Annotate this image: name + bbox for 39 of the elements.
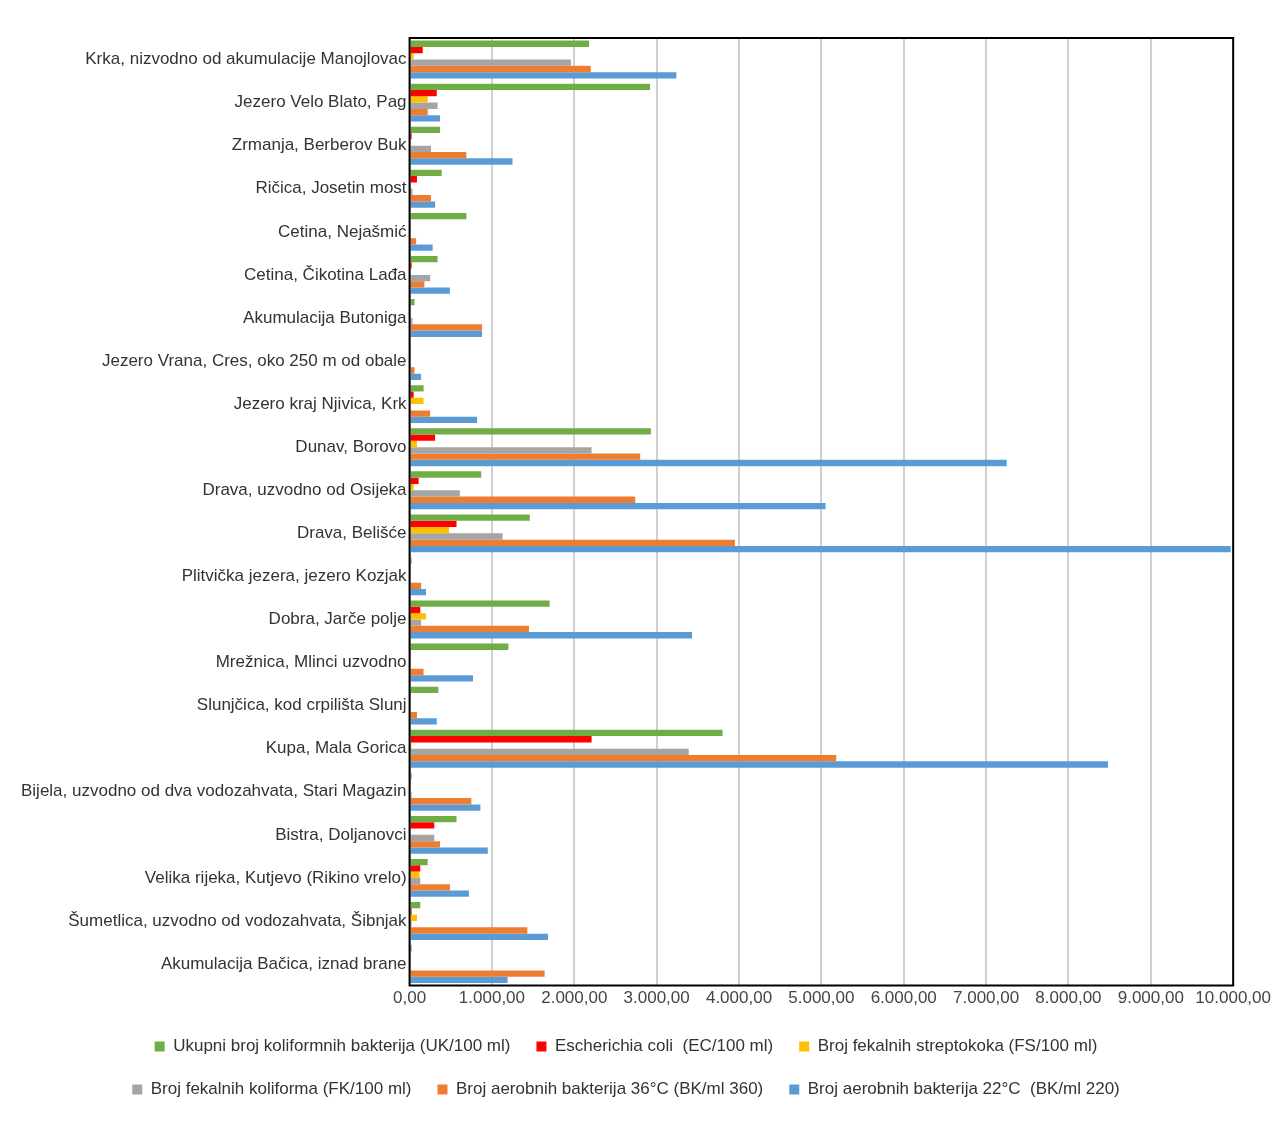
x-tick-label: 3.000,00: [623, 988, 690, 1008]
y-tick-label: Dunav, Borovo: [295, 436, 407, 456]
y-tick-label: Cetina, Čikotina Lađa: [244, 264, 408, 284]
x-tick-label: 6.000,00: [870, 988, 937, 1008]
y-tick-label: Cetina, Nejašmić: [278, 221, 408, 241]
y-tick-label: Ričica, Josetin most: [255, 178, 407, 198]
legend-label: Broj aerobnih bakterija 22°C (BK/ml 220): [807, 1079, 1120, 1099]
x-tick-label: 8.000,00: [1035, 988, 1102, 1008]
legend-label: Escherichia coli (EC/100 ml): [554, 1036, 774, 1056]
y-tick-label: Akumulacija Bačica, iznad brane: [160, 953, 407, 973]
x-tick-label: 1.000,00: [458, 988, 526, 1008]
legend-label: Broj fekalnih koliforma (FK/100 ml): [150, 1079, 412, 1099]
y-tick-label: Jezero kraj Njivica, Krk: [233, 393, 408, 413]
y-tick-label: Zrmanja, Berberov Buk: [231, 135, 408, 155]
y-tick-label: Bijela, uzvodno od dva vodozahvata, Stari Magazin: [20, 781, 407, 801]
y-tick-label: Kupa, Mala Gorica: [265, 738, 408, 758]
y-tick-label: Drava, Belišće: [296, 523, 407, 543]
y-tick-label: Velika rijeka, Kutjevo (Rikino vrelo): [144, 867, 407, 887]
x-tick-label: 9.000,00: [1117, 988, 1184, 1008]
x-tick-label: 4.000,00: [705, 988, 773, 1008]
x-tick-label: 10.000,00: [1195, 988, 1272, 1008]
y-tick-label: Mrežnica, Mlinci uzvodno: [215, 652, 407, 672]
x-tick-label: 2.000,00: [541, 988, 608, 1008]
y-tick-label: Akumulacija Butoniga: [243, 307, 408, 327]
y-tick-label: Jezero Velo Blato, Pag: [234, 92, 407, 112]
y-tick-label: Slunjčica, kod crpilišta Slunj: [196, 695, 407, 715]
x-tick-label: 7.000,00: [953, 988, 1020, 1008]
y-tick-label: Jezero Vrana, Cres, oko 250 m od obale: [101, 350, 407, 370]
y-tick-label: Krka, nizvodno od akumulacije Manojlovac: [85, 49, 408, 69]
y-tick-label: Plitvička jezera, jezero Kozjak: [181, 566, 408, 586]
legend-label: Broj aerobnih bakterija 36°C (BK/ml 360): [455, 1079, 764, 1099]
legend-label: Ukupni broj koliformnih bakterija (UK/100 ml): [173, 1036, 511, 1056]
x-tick-label: 5.000,00: [788, 988, 855, 1008]
legend-label: Broj fekalnih streptokoka (FS/100 ml): [817, 1036, 1098, 1056]
y-tick-label: Drava, uzvodno od Osijeka: [202, 479, 408, 499]
y-tick-label: Bistra, Doljanovci: [275, 824, 407, 844]
x-tick-label: 0,00: [393, 988, 427, 1008]
y-tick-label: Dobra, Jarče polje: [268, 609, 407, 629]
y-tick-label: Šumetlica, uzvodno od vodozahvata, Šibnjak: [68, 910, 408, 930]
